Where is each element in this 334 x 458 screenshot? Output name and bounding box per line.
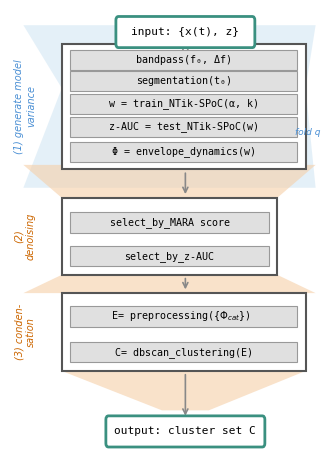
Bar [70, 116, 297, 137]
Bar [62, 198, 277, 275]
Bar [70, 213, 269, 233]
Text: (1) generate model
variance: (1) generate model variance [14, 59, 36, 153]
Bar [70, 342, 297, 362]
Bar [70, 50, 297, 70]
Polygon shape [62, 371, 306, 410]
Text: input: {x(t), z}: input: {x(t), z} [131, 27, 239, 37]
Bar [70, 306, 297, 327]
Bar [70, 71, 297, 92]
FancyBboxPatch shape [116, 16, 255, 48]
Text: Φ = envelope_dynamics(w): Φ = envelope_dynamics(w) [112, 147, 256, 157]
Bar [62, 44, 306, 169]
Polygon shape [23, 165, 316, 198]
Text: bandpass(f₀, Δf): bandpass(f₀, Δf) [136, 55, 232, 65]
Text: w = train_NTik-SPoC(α, k): w = train_NTik-SPoC(α, k) [109, 98, 259, 109]
Text: C= dbscan_clustering(E): C= dbscan_clustering(E) [115, 347, 253, 358]
Text: fold q: fold q [295, 128, 321, 137]
Bar [70, 246, 269, 267]
Text: (3) conden-
sation: (3) conden- sation [14, 304, 36, 360]
Text: select_by_MARA score: select_by_MARA score [110, 217, 229, 228]
Text: E= preprocessing({$\Phi_{cat}$}): E= preprocessing({$\Phi_{cat}$}) [111, 310, 250, 323]
Polygon shape [23, 88, 316, 188]
Polygon shape [23, 25, 316, 88]
Text: segmentation(t₀): segmentation(t₀) [136, 76, 232, 86]
Text: select_by_z-AUC: select_by_z-AUC [125, 251, 214, 262]
Text: (2)
denoising: (2) denoising [14, 213, 36, 260]
FancyBboxPatch shape [106, 416, 265, 447]
Text: output: cluster set C: output: cluster set C [115, 426, 256, 436]
Text: z-AUC = test_NTik-SPoC(w): z-AUC = test_NTik-SPoC(w) [109, 121, 259, 132]
Bar [62, 293, 306, 371]
Bar [70, 142, 297, 162]
Polygon shape [23, 275, 316, 293]
Polygon shape [167, 25, 204, 45]
Bar [70, 94, 297, 114]
